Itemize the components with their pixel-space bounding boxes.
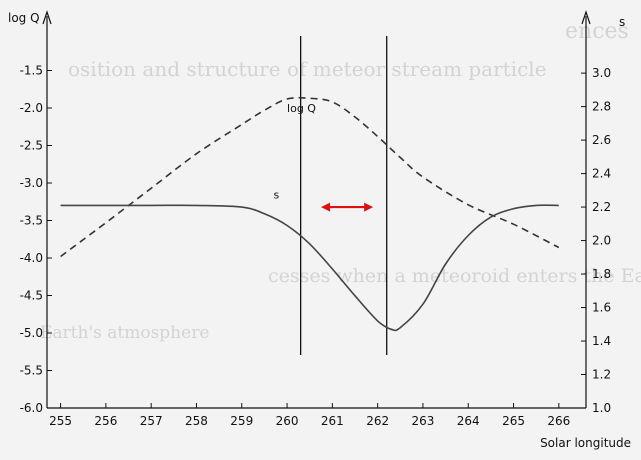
series-group: log Q s [60, 96, 560, 332]
x-tick-label: 255 [49, 414, 72, 428]
x-axis-label: Solar longitude [540, 436, 631, 450]
y-right-tick-label: 2.2 [592, 200, 611, 214]
svg-text:cesses when a meteoroid enters: cesses when a meteoroid enters the Earth… [268, 265, 641, 287]
y-left-tick-label: -4.5 [20, 289, 43, 303]
x-tick-label: 262 [366, 414, 389, 428]
y-right-tick-label: 2.0 [592, 234, 611, 248]
red-arrow-head-left [321, 202, 331, 212]
y-axis-left-arrowhead [42, 10, 52, 25]
red-arrow-head-right [364, 202, 374, 212]
y-right-tick-label: 1.4 [592, 334, 611, 348]
svg-text:osition and structure of meteo: osition and structure of meteor stream p… [68, 57, 547, 81]
svg-text:Earth's atmosphere: Earth's atmosphere [40, 323, 209, 343]
y-left-tick-label: -2.5 [20, 139, 43, 153]
vertical-markers [299, 36, 388, 355]
y-left-tick-label: -4.0 [20, 251, 43, 265]
x-tick-label: 261 [321, 414, 344, 428]
y-left-tick-label: -6.0 [20, 401, 43, 415]
y-left-tick-label: -2.0 [20, 101, 43, 115]
ticks-group: 255 256 257 258 259 260 261 262 263 264 265 266 -6.0… [20, 64, 612, 429]
x-tick-label: 260 [276, 414, 299, 428]
y-left-tick-label: -3.0 [20, 176, 43, 190]
background-bleed-through: ences osition and structure of meteor st… [40, 19, 641, 343]
y-left-tick-label: -3.5 [20, 214, 43, 228]
x-tick-label: 265 [502, 414, 525, 428]
x-tick-label: 264 [457, 414, 480, 428]
x-tick-label: 266 [547, 414, 570, 428]
y-right-tick-label: 2.8 [592, 100, 611, 114]
svg-text:ences: ences [565, 19, 629, 44]
series-label-s: s [273, 189, 279, 202]
y-left-tick-label: -5.0 [20, 326, 43, 340]
y-right-tick-label: 2.4 [592, 167, 611, 181]
x-tick-label: 257 [140, 414, 163, 428]
x-tick-label: 259 [230, 414, 253, 428]
y-right-tick-label: 1.6 [592, 301, 611, 315]
x-tick-label: 258 [185, 414, 208, 428]
axes-group [42, 10, 591, 409]
y-axis-right-arrowhead [581, 10, 591, 25]
x-tick-label: 263 [411, 414, 434, 428]
y-right-tick-label: 1.8 [592, 267, 611, 281]
y-right-tick-label: 1.0 [592, 401, 611, 415]
series-label-log-q: log Q [287, 102, 316, 115]
y-right-tick-label: 2.6 [592, 133, 611, 147]
series-line-s [60, 204, 559, 332]
y-axis-label-right: s [619, 15, 625, 29]
y-left-tick-label: -1.5 [20, 64, 43, 78]
y-left-tick-label: -5.5 [20, 364, 43, 378]
y-right-tick-label: 1.2 [592, 368, 611, 382]
y-axis-label-left: log Q [8, 11, 40, 25]
y-right-tick-label: 3.0 [592, 66, 611, 80]
annotations-group [321, 202, 374, 212]
x-tick-label: 256 [94, 414, 117, 428]
